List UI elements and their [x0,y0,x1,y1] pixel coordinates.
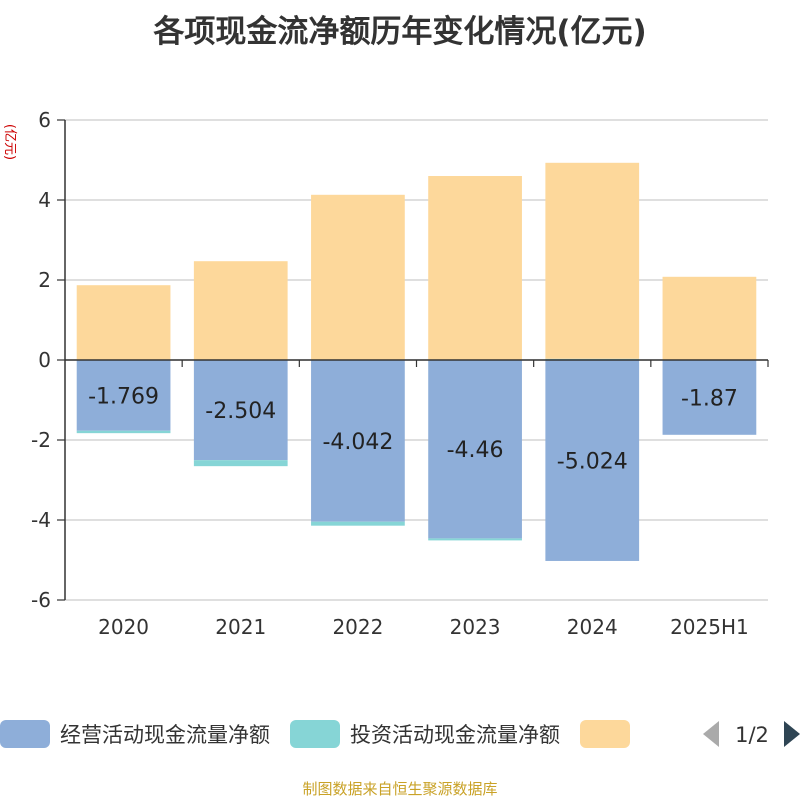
bar-data-label: -2.504 [205,399,276,424]
legend-swatch[interactable] [580,720,630,748]
bar-2021-series-3 [193,261,288,360]
legend-page-indicator: 1/2 [735,723,769,747]
x-tick-label: 2022 [332,615,383,639]
y-tick-label: 0 [38,348,51,372]
bar-2021-series-1 [193,360,288,461]
bar-2023-series-1 [428,360,522,539]
bar-2024-series-3 [545,162,640,359]
y-tick-label: -6 [31,588,51,612]
bar-2023-series-3 [428,176,522,360]
legend-swatch[interactable] [290,720,340,748]
bar-2021-series-2 [193,460,288,467]
bar-data-label: -1.769 [88,384,159,409]
x-tick-label: 2021 [215,615,266,639]
bar-2020-series-2 [76,430,171,434]
source-note: 制图数据来自恒生聚源数据库 [302,780,498,798]
bar-2025H1-series-1 [662,360,757,435]
bar-2025H1-series-3 [662,276,757,360]
legend-label[interactable]: 经营活动现金流量净额 [60,723,270,747]
bar-2024-series-1 [545,360,640,561]
bar-2020-series-1 [76,360,171,431]
bar-data-label: -4.042 [322,430,393,455]
bar-2022-series-1 [311,360,405,522]
legend-swatch[interactable] [0,720,50,748]
bar-data-label: -1.87 [681,386,738,411]
x-tick-label: 2025H1 [670,615,749,639]
y-tick-label: 6 [38,108,51,132]
bar-2022-series-3 [311,194,405,360]
bar-data-label: -4.46 [447,438,504,463]
bar-2023-series-2 [428,538,522,541]
legend-next-icon[interactable] [784,721,800,747]
y-axis-label: (亿元) [2,124,17,160]
x-tick-label: 2024 [567,615,618,639]
y-tick-label: -2 [31,428,51,452]
bar-2022-series-2 [311,521,405,526]
y-tick-label: 2 [38,268,51,292]
y-tick-label: -4 [31,508,51,532]
bar-data-label: -5.024 [557,449,628,474]
legend-prev-icon[interactable] [703,721,719,747]
x-tick-label: 2020 [98,615,149,639]
legend-label[interactable]: 投资活动现金流量净额 [350,723,560,747]
bar-2020-series-3 [76,285,171,360]
x-tick-label: 2023 [450,615,501,639]
chart-title: 各项现金流净额历年变化情况(亿元) [153,14,647,50]
y-tick-label: 4 [38,188,51,212]
